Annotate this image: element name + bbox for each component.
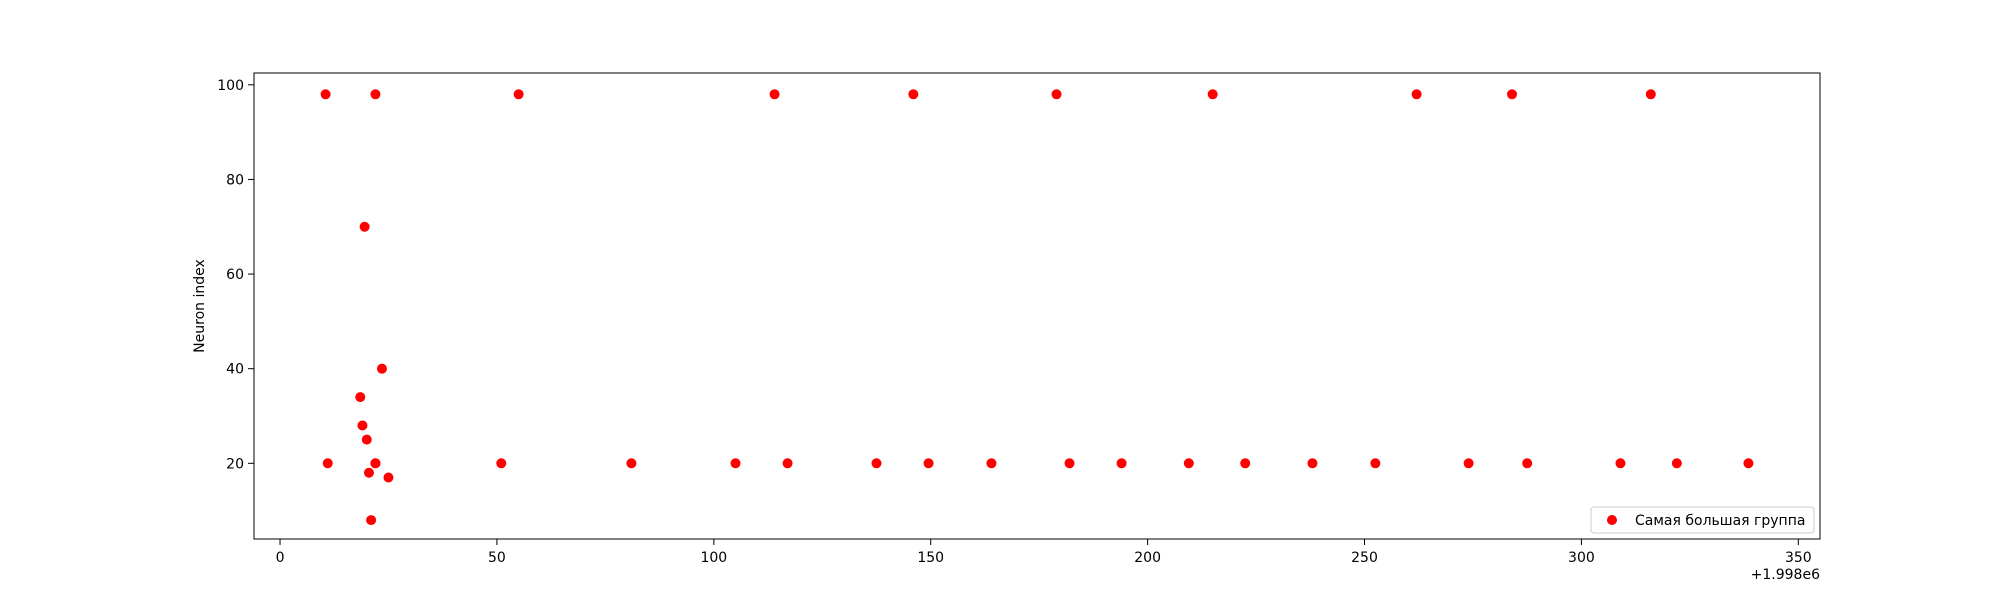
x-tick-label: 300 <box>1568 550 1595 566</box>
x-tick-label: 0 <box>276 550 285 566</box>
data-point <box>363 467 374 478</box>
y-tick-label: 40 <box>226 362 244 378</box>
data-point <box>322 458 333 469</box>
data-point <box>1064 458 1075 469</box>
x-axis-offset-label: +1.998e6 <box>1751 567 1820 583</box>
data-point <box>871 458 882 469</box>
data-point <box>366 515 377 526</box>
data-point <box>496 458 507 469</box>
x-tick-label: 250 <box>1351 550 1378 566</box>
data-point <box>359 221 370 232</box>
axis-ticks: 0 50 100 150 200 250 300 350 20 40 60 80 100 <box>217 78 1811 566</box>
data-point <box>1370 458 1381 469</box>
data-point <box>376 363 387 374</box>
data-points <box>320 89 1754 526</box>
data-point <box>769 89 780 100</box>
x-tick-label: 100 <box>700 550 727 566</box>
data-point <box>986 458 997 469</box>
x-tick-label: 200 <box>1134 550 1161 566</box>
data-point <box>1743 458 1754 469</box>
data-point <box>782 458 793 469</box>
legend: Самая большая группа <box>1590 506 1815 534</box>
data-point <box>1645 89 1656 100</box>
data-point <box>1411 89 1422 100</box>
data-point <box>1207 89 1218 100</box>
data-point <box>923 458 934 469</box>
data-point <box>1615 458 1626 469</box>
x-tick-label: 150 <box>917 550 944 566</box>
data-point <box>1240 458 1251 469</box>
data-point <box>1522 458 1533 469</box>
legend-label: Самая большая группа <box>1635 513 1805 529</box>
data-point <box>626 458 637 469</box>
data-point <box>370 458 381 469</box>
plot-frame <box>253 72 1821 540</box>
x-tick-label: 350 <box>1785 550 1812 566</box>
y-tick-label: 80 <box>226 172 244 188</box>
y-tick-label: 100 <box>217 78 244 94</box>
y-axis-label: Neuron index <box>192 259 208 353</box>
data-point <box>1116 458 1127 469</box>
data-point <box>383 472 394 483</box>
data-point <box>1463 458 1474 469</box>
data-point <box>513 89 524 100</box>
y-tick-label: 20 <box>226 456 244 472</box>
data-point <box>1307 458 1318 469</box>
legend-box <box>1590 506 1815 534</box>
data-point <box>1671 458 1682 469</box>
data-point <box>1507 89 1518 100</box>
legend-marker <box>1607 515 1617 525</box>
y-tick-label: 60 <box>226 267 244 283</box>
data-point <box>1051 89 1062 100</box>
data-point <box>320 89 331 100</box>
data-point <box>357 420 368 431</box>
data-point <box>361 434 372 445</box>
data-point <box>355 392 366 403</box>
data-point <box>908 89 919 100</box>
x-tick-label: 50 <box>488 550 506 566</box>
data-point <box>370 89 381 100</box>
data-point <box>730 458 741 469</box>
data-point <box>1183 458 1194 469</box>
